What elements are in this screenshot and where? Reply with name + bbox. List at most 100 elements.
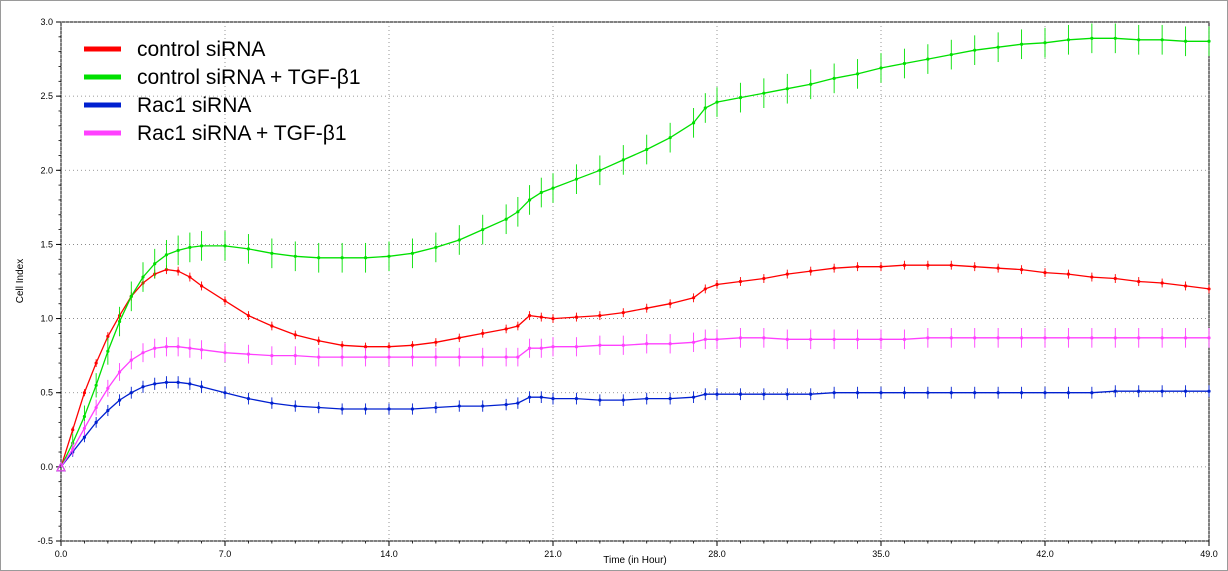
- data-point: [832, 391, 836, 395]
- data-point: [504, 355, 508, 359]
- data-point: [129, 294, 133, 298]
- data-point: [551, 316, 555, 321]
- data-point: [879, 391, 883, 395]
- data-point: [270, 251, 274, 255]
- data-point: [94, 361, 98, 365]
- data-point: [223, 299, 227, 303]
- data-point: [1066, 272, 1071, 276]
- data-point: [141, 351, 145, 355]
- data-point: [1043, 41, 1047, 45]
- data-point: [703, 106, 707, 110]
- data-point: [106, 349, 110, 353]
- data-point: [996, 391, 1000, 395]
- data-point: [94, 405, 98, 410]
- data-point: [504, 327, 508, 331]
- data-point: [516, 324, 520, 328]
- data-point: [1066, 391, 1071, 395]
- data-point: [71, 428, 75, 432]
- data-point: [246, 314, 251, 318]
- data-point: [317, 405, 321, 410]
- data-point: [621, 343, 625, 347]
- data-point: [785, 392, 789, 396]
- legend-label: control siRNA + TGF-β1: [137, 66, 361, 89]
- data-point: [434, 340, 438, 344]
- data-point: [551, 345, 555, 349]
- data-point: [949, 391, 953, 395]
- data-point: [71, 447, 75, 451]
- data-point: [363, 355, 368, 359]
- data-point: [832, 266, 836, 270]
- data-point: [855, 72, 860, 76]
- data-point: [223, 391, 227, 395]
- y-tick-label: 2.5: [40, 91, 53, 101]
- data-point: [293, 354, 297, 358]
- data-point: [1019, 42, 1024, 46]
- data-point: [668, 397, 672, 401]
- data-point: [246, 247, 251, 251]
- plot-area: [60, 21, 1210, 542]
- x-tick-label: 14.0: [380, 549, 398, 559]
- data-point: [1160, 38, 1164, 42]
- data-point: [1183, 336, 1188, 340]
- data-point: [246, 397, 251, 401]
- data-point: [129, 358, 133, 362]
- data-point: [598, 314, 602, 318]
- x-axis: 0.0 7.0 14.0 21.0 28.0 35.0 42.0 49.0: [55, 541, 1218, 559]
- data-point: [434, 245, 438, 249]
- data-point: [94, 383, 98, 387]
- data-point: [926, 57, 930, 61]
- data-point: [223, 351, 227, 355]
- data-point: [621, 398, 625, 402]
- data-point: [762, 91, 766, 95]
- data-point: [199, 244, 204, 248]
- data-point: [1160, 389, 1164, 393]
- data-point: [223, 244, 227, 248]
- x-axis-title: Time (in Hour): [603, 555, 667, 566]
- data-point: [153, 346, 157, 350]
- data-point: [176, 380, 180, 384]
- data-point: [434, 355, 438, 359]
- data-point: [1113, 336, 1117, 340]
- data-point: [785, 272, 789, 276]
- data-point: [551, 186, 555, 190]
- data-point: [715, 392, 719, 396]
- data-point: [902, 391, 907, 395]
- data-point: [539, 190, 543, 195]
- data-point: [1183, 389, 1188, 393]
- data-point: [153, 382, 157, 386]
- data-point: [809, 337, 813, 341]
- data-point: [1090, 336, 1094, 340]
- data-point: [691, 121, 696, 125]
- data-point: [738, 279, 743, 284]
- data-point: [188, 245, 192, 249]
- data-point: [106, 386, 110, 390]
- data-point: [340, 355, 344, 359]
- data-point: [1090, 391, 1094, 395]
- legend-label: control siRNA: [137, 38, 265, 61]
- data-point: [621, 158, 625, 162]
- data-point: [363, 345, 368, 349]
- data-point: [879, 337, 883, 341]
- data-point: [574, 315, 579, 319]
- data-point: [106, 408, 110, 413]
- data-point: [141, 275, 145, 279]
- x-tick-label: 7.0: [219, 549, 232, 559]
- data-point: [317, 339, 321, 343]
- data-point: [94, 420, 98, 424]
- data-point: [762, 336, 766, 340]
- data-point: [1207, 336, 1211, 340]
- data-point: [645, 147, 649, 152]
- data-point: [1090, 275, 1094, 279]
- data-point: [176, 269, 180, 273]
- data-point: [855, 337, 860, 341]
- data-point: [551, 397, 555, 401]
- data-point: [387, 407, 391, 411]
- data-point: [387, 254, 391, 258]
- data-point: [703, 337, 707, 341]
- data-point: [1207, 389, 1211, 393]
- data-point: [715, 282, 719, 287]
- data-point: [317, 355, 321, 359]
- data-point: [164, 380, 169, 384]
- data-point: [516, 401, 520, 405]
